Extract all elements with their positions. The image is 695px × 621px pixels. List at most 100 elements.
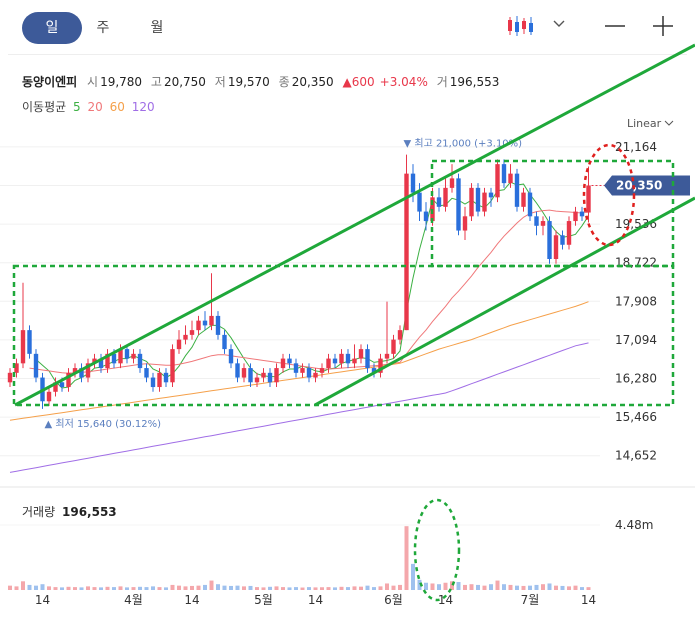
x-tick-label: 14 xyxy=(35,593,50,607)
candle-body xyxy=(7,372,13,383)
y-tick-label: 17,908 xyxy=(615,294,657,308)
y-tick-label: 18,722 xyxy=(615,256,657,270)
quote-label: 종 xyxy=(278,75,290,89)
tab-day[interactable]: 일 xyxy=(22,12,82,44)
volume-bar xyxy=(53,587,58,590)
candle-body xyxy=(410,173,416,193)
candle-body xyxy=(183,334,188,340)
volume-bar xyxy=(489,584,493,590)
candle-body xyxy=(469,187,474,217)
candle-body xyxy=(332,358,338,364)
volume-bar xyxy=(391,585,396,590)
candle-body xyxy=(300,368,305,373)
y-tick-label: 17,094 xyxy=(615,333,657,347)
volume-bar xyxy=(131,587,136,590)
scale-label: Linear xyxy=(627,117,662,130)
volume-bar xyxy=(60,587,64,590)
volume-bar xyxy=(21,581,25,590)
zoom-in[interactable] xyxy=(652,16,674,36)
highlight-ellipse xyxy=(582,143,636,247)
dropdown-caret[interactable] xyxy=(552,18,566,30)
volume-bar xyxy=(40,584,45,590)
volume-bar xyxy=(378,586,383,590)
candle-body xyxy=(514,173,520,207)
volume-bar xyxy=(118,586,123,590)
candle-body xyxy=(33,353,39,378)
candle-body xyxy=(566,221,572,245)
volume-bar xyxy=(300,587,305,590)
candle-body xyxy=(92,358,97,364)
y-tick-label: 14,652 xyxy=(615,449,657,463)
volume-bar xyxy=(8,585,12,590)
candle-body xyxy=(176,339,182,350)
candle-body xyxy=(27,330,32,354)
candle-body xyxy=(287,358,292,364)
candle-body xyxy=(131,353,136,359)
candle-body xyxy=(397,330,403,340)
candle-body xyxy=(456,178,461,231)
candle-body xyxy=(326,358,331,369)
change-pct: +3.04% xyxy=(379,75,428,89)
volume-bar xyxy=(73,587,77,590)
ma-line xyxy=(9,301,589,421)
zoom-out[interactable] xyxy=(604,16,626,36)
volume-bar xyxy=(580,587,584,590)
legend-entry: 20 xyxy=(87,100,103,114)
volume-bar xyxy=(138,586,142,590)
volume-bar xyxy=(365,585,370,590)
candle-body xyxy=(280,358,286,369)
change-arrow: ▲ xyxy=(342,75,352,89)
volume-bar xyxy=(294,587,298,590)
volume-bar xyxy=(508,584,513,590)
highlight-ellipse xyxy=(413,498,461,602)
x-tick-label: 14 xyxy=(308,593,323,607)
quote-line: 동양이엔피 시 19,780 고 20,750 저 19,570 종 20,350 ▲6… xyxy=(22,73,504,90)
candle-body xyxy=(163,372,169,383)
candle-body xyxy=(339,353,344,364)
candle-body xyxy=(14,363,19,373)
tab-month[interactable]: 월 xyxy=(150,20,164,36)
candle-body xyxy=(319,368,325,373)
volume-bar xyxy=(144,587,149,590)
chart-type-icon[interactable] xyxy=(505,14,535,38)
candle-body xyxy=(202,320,208,326)
volume-bar xyxy=(554,585,558,590)
tab-week[interactable]: 주 xyxy=(96,20,110,36)
volume-bar xyxy=(112,587,116,590)
candle-body xyxy=(274,368,279,383)
quote-label: 거 xyxy=(436,75,448,89)
candle-body xyxy=(293,363,299,373)
volume-bar xyxy=(196,585,201,590)
candle-body xyxy=(79,368,84,378)
volume-bar xyxy=(99,587,103,590)
candle-body xyxy=(560,235,565,245)
volume-bar xyxy=(164,587,168,590)
candle-body xyxy=(105,353,110,369)
candle-body xyxy=(189,330,195,335)
last-price-label: 20,350 xyxy=(616,178,662,192)
candle-body xyxy=(222,334,227,350)
candle-body xyxy=(417,192,422,212)
volume-bar xyxy=(372,587,376,590)
candle-body xyxy=(254,377,260,383)
volume-bar xyxy=(573,585,578,590)
volume-value: 196,553 xyxy=(62,505,117,519)
candle-body xyxy=(124,349,130,359)
candle-body xyxy=(98,358,104,369)
candle-body xyxy=(573,211,578,222)
volume-bar xyxy=(586,587,591,590)
candle-body xyxy=(423,211,429,222)
candle-body xyxy=(157,372,162,388)
candle-body xyxy=(170,349,175,383)
quote-label: 시 xyxy=(87,75,99,89)
volume-bar xyxy=(307,587,311,590)
volume-bar xyxy=(424,582,428,590)
volume-bar xyxy=(86,586,90,590)
volume-bar xyxy=(14,586,19,590)
range-box xyxy=(430,159,675,268)
volume-bar xyxy=(398,584,402,590)
min-annotation: ▲ 최저 15,640 (30.12%) xyxy=(45,418,162,430)
candle-body xyxy=(436,197,442,207)
candle-body xyxy=(196,320,201,331)
volume-bar xyxy=(235,585,240,590)
